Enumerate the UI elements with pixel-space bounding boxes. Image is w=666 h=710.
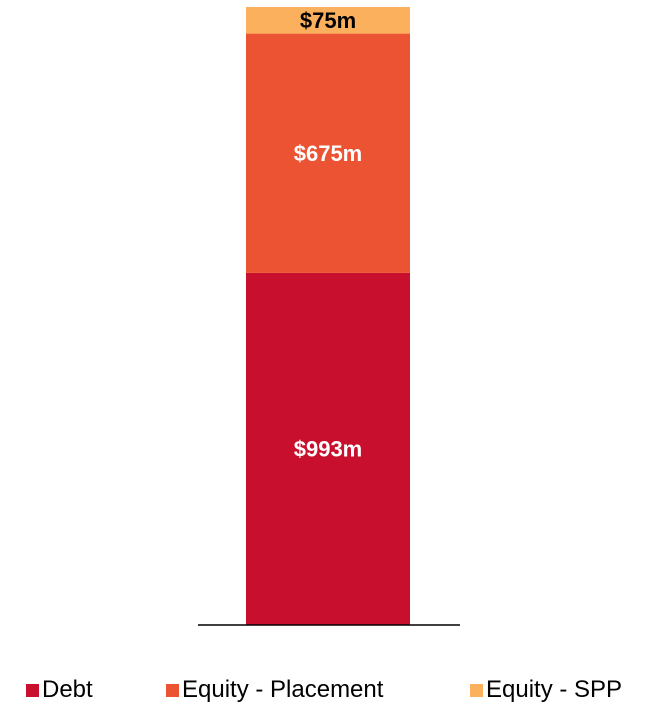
legend-swatch-debt bbox=[26, 683, 39, 697]
bar-segment-debt bbox=[246, 272, 410, 625]
legend-swatch-equity-placement bbox=[166, 683, 179, 697]
data-label-debt: $993m bbox=[294, 436, 363, 461]
bar-segment-equity-placement bbox=[246, 33, 410, 273]
legend-item-equity-placement: Equity - Placement bbox=[166, 676, 383, 704]
chart-legend: Debt Equity - Placement Equity - SPP bbox=[0, 676, 666, 710]
bar-segment-equity-spp bbox=[246, 7, 410, 34]
bar-data-labels: $993m $675m $75m bbox=[294, 8, 363, 462]
legend-label-debt: Debt bbox=[42, 676, 93, 703]
legend-swatch-equity-spp bbox=[470, 683, 483, 697]
stacked-bar-chart: $993m $675m $75m bbox=[198, 7, 460, 626]
bar-segments bbox=[246, 7, 410, 625]
legend-item-equity-spp: Equity - SPP bbox=[470, 676, 622, 704]
data-label-equity-spp: $75m bbox=[300, 8, 356, 33]
data-label-equity-placement: $675m bbox=[294, 141, 363, 166]
legend-label-equity-spp: Equity - SPP bbox=[486, 676, 623, 703]
legend-label-equity-placement: Equity - Placement bbox=[182, 676, 384, 703]
legend-item-debt: Debt bbox=[26, 676, 93, 704]
